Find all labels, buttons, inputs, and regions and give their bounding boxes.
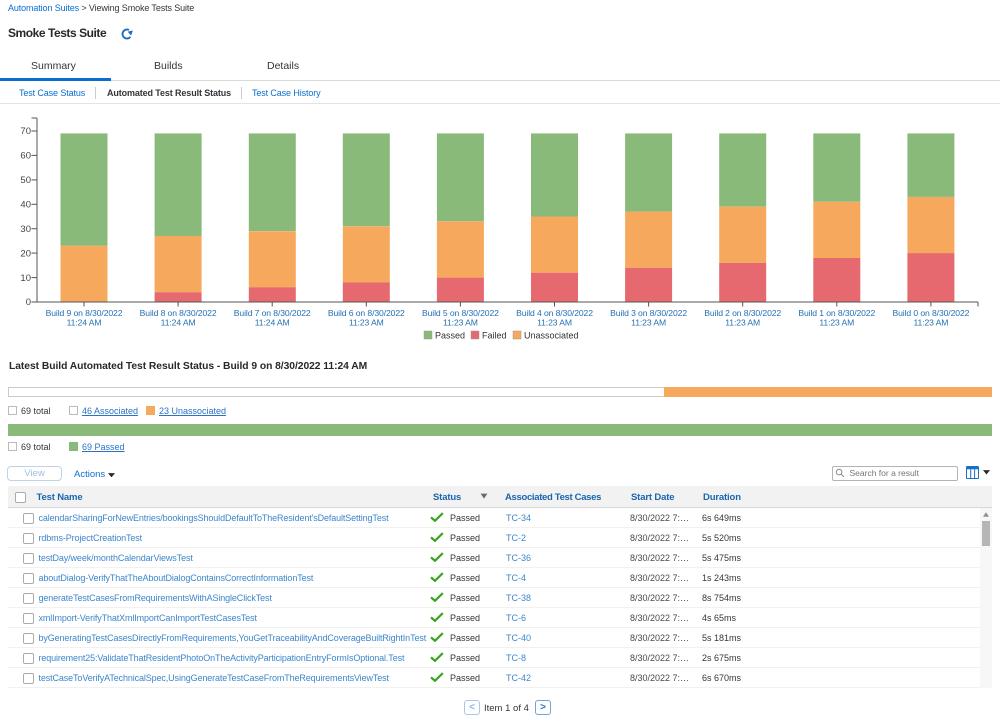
svg-text:40: 40 xyxy=(20,200,31,211)
svg-text:11:23 AM: 11:23 AM xyxy=(819,318,854,328)
svg-text:Passed: Passed xyxy=(435,331,465,341)
svg-text:11:24 AM: 11:24 AM xyxy=(161,318,196,328)
svg-text:50: 50 xyxy=(20,175,31,186)
svg-text:11:23 AM: 11:23 AM xyxy=(537,318,572,328)
svg-text:10: 10 xyxy=(20,273,31,284)
svg-text:11:23 AM: 11:23 AM xyxy=(913,318,948,328)
svg-text:Build 3 on 8/30/2022: Build 3 on 8/30/2022 xyxy=(610,308,687,318)
svg-text:70: 70 xyxy=(20,126,31,137)
svg-text:0: 0 xyxy=(26,297,31,308)
svg-text:11:23 AM: 11:23 AM xyxy=(443,318,478,328)
svg-text:20: 20 xyxy=(20,248,31,259)
svg-text:Failed: Failed xyxy=(482,331,507,341)
svg-text:Build 9 on 8/30/2022: Build 9 on 8/30/2022 xyxy=(46,308,123,318)
svg-text:Build 5 on 8/30/2022: Build 5 on 8/30/2022 xyxy=(422,308,499,318)
svg-text:Build 6 on 8/30/2022: Build 6 on 8/30/2022 xyxy=(328,308,405,318)
svg-text:Build 2 on 8/30/2022: Build 2 on 8/30/2022 xyxy=(704,308,781,318)
svg-text:11:23 AM: 11:23 AM xyxy=(725,318,760,328)
svg-text:Build 1 on 8/30/2022: Build 1 on 8/30/2022 xyxy=(798,308,875,318)
svg-text:11:24 AM: 11:24 AM xyxy=(255,318,290,328)
svg-text:Build 4 on 8/30/2022: Build 4 on 8/30/2022 xyxy=(516,308,593,318)
svg-text:Build 8 on 8/30/2022: Build 8 on 8/30/2022 xyxy=(140,308,217,318)
svg-text:30: 30 xyxy=(20,224,31,235)
svg-text:60: 60 xyxy=(20,151,31,162)
svg-text:Build 7 on 8/30/2022: Build 7 on 8/30/2022 xyxy=(234,308,311,318)
svg-text:11:24 AM: 11:24 AM xyxy=(67,318,102,328)
svg-text:Unassociated: Unassociated xyxy=(524,331,579,341)
svg-text:Build 0 on 8/30/2022: Build 0 on 8/30/2022 xyxy=(892,308,969,318)
svg-text:11:23 AM: 11:23 AM xyxy=(631,318,666,328)
svg-text:11:23 AM: 11:23 AM xyxy=(349,318,384,328)
